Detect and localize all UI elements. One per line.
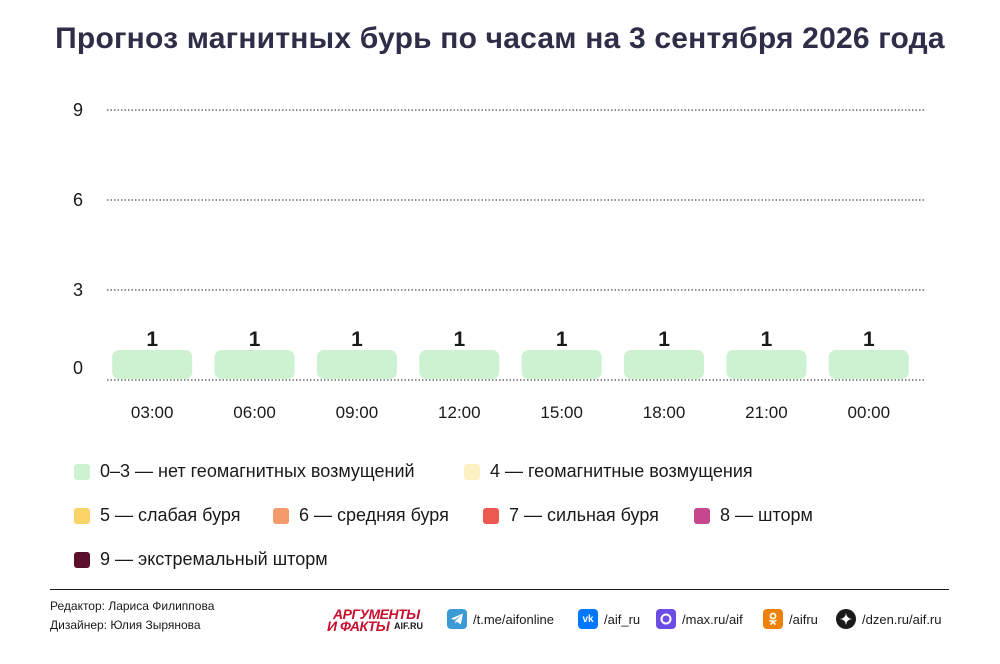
editor-credit: Редактор: Лариса Филиппова	[50, 599, 215, 613]
legend-item-5: 5 — слабая буря	[74, 505, 240, 526]
social-link-text: /dzen.ru/aif.ru	[862, 611, 942, 627]
legend-item-8: 8 — шторм	[694, 505, 813, 526]
x-tick-label: 00:00	[848, 403, 891, 422]
x-tick-label: 21:00	[745, 403, 788, 422]
legend-label: 0–3 — нет геомагнитных возмущений	[100, 461, 415, 481]
legend-label: 8 — шторм	[720, 505, 813, 525]
social-link-text: /aifru	[789, 611, 818, 627]
x-tick-label: 06:00	[233, 403, 276, 422]
y-tick-label: 3	[73, 280, 83, 300]
legend-item-6: 6 — средняя буря	[273, 505, 449, 526]
legend-swatch	[74, 551, 90, 568]
bar	[419, 350, 500, 379]
y-tick-label: 6	[73, 190, 83, 210]
social-dzen[interactable]: /dzen.ru/aif.ru	[836, 607, 942, 631]
data-label: 1	[146, 328, 158, 351]
bar	[316, 350, 397, 379]
data-label: 1	[556, 328, 568, 351]
vk-icon: vk	[578, 609, 598, 629]
logo-line1: АРГУМЕНТЫ	[333, 606, 420, 622]
social-link-text: /aif_ru	[604, 611, 641, 627]
y-tick-label: 0	[73, 358, 83, 378]
social-telegram[interactable]: /t.me/aifonline	[447, 607, 554, 631]
bar	[112, 350, 193, 379]
legend-item-4: 4 — геомагнитные возмущения	[464, 461, 753, 482]
x-tick-label: 09:00	[336, 403, 379, 422]
data-label: 1	[658, 328, 670, 351]
legend-swatch	[694, 507, 710, 524]
legend-swatch	[273, 507, 289, 524]
odnoklassniki-icon	[763, 609, 783, 629]
x-tick-label: 18:00	[643, 403, 686, 422]
y-tick-label: 9	[73, 100, 83, 120]
social-link-text: /t.me/aifonline	[473, 611, 554, 627]
social-vk[interactable]: vk /aif_ru	[578, 607, 640, 631]
logo-line2: И ФАКТЫ	[327, 618, 390, 634]
x-tick-label: 03:00	[131, 403, 174, 422]
social-link-text: /max.ru/aif	[682, 611, 743, 627]
telegram-icon	[447, 609, 467, 629]
chart-title: Прогноз магнитных бурь по часам на 3 сен…	[55, 22, 945, 55]
data-label: 1	[351, 328, 363, 351]
legend-label: 9 — экстремальный шторм	[100, 549, 328, 569]
social-max[interactable]: /max.ru/aif	[656, 607, 743, 631]
x-tick-label: 15:00	[540, 403, 583, 422]
legend-swatch	[74, 507, 90, 524]
data-label: 1	[249, 328, 261, 351]
bar	[726, 350, 807, 379]
legend-item-0-3: 0–3 — нет геомагнитных возмущений	[74, 461, 415, 482]
chart-plot: 0 3 6 9 1 03:00 1 06:00 1 09:00 1 12:00 1 15:00 1 18:00…	[73, 100, 926, 422]
legend-label: 4 — геомагнитные возмущения	[490, 461, 753, 481]
bar	[214, 350, 295, 379]
data-label: 1	[453, 328, 465, 351]
legend-label: 6 — средняя буря	[299, 505, 449, 525]
footer-divider	[50, 589, 949, 590]
legend-label: 7 — сильная буря	[509, 505, 659, 525]
legend-swatch	[483, 507, 499, 524]
dzen-icon	[836, 609, 856, 629]
x-tick-label: 12:00	[438, 403, 481, 422]
legend-item-7: 7 — сильная буря	[483, 505, 659, 526]
legend-item-9: 9 — экстремальный шторм	[74, 549, 328, 570]
bar	[521, 350, 602, 379]
legend-label: 5 — слабая буря	[100, 505, 241, 525]
designer-credit: Дизайнер: Юлия Зырянова	[50, 618, 201, 632]
legend-swatch	[464, 463, 480, 480]
social-odnoklassniki[interactable]: /aifru	[763, 607, 818, 631]
data-label: 1	[863, 328, 875, 351]
data-label: 1	[761, 328, 773, 351]
aif-logo[interactable]: АРГУМЕНТЫ И ФАКТЫ AIF.RU	[327, 606, 437, 634]
logo-site: AIF.RU	[394, 621, 423, 631]
bar	[624, 350, 705, 379]
legend-swatch	[74, 463, 90, 480]
max-icon	[656, 609, 676, 629]
bar	[828, 350, 909, 379]
